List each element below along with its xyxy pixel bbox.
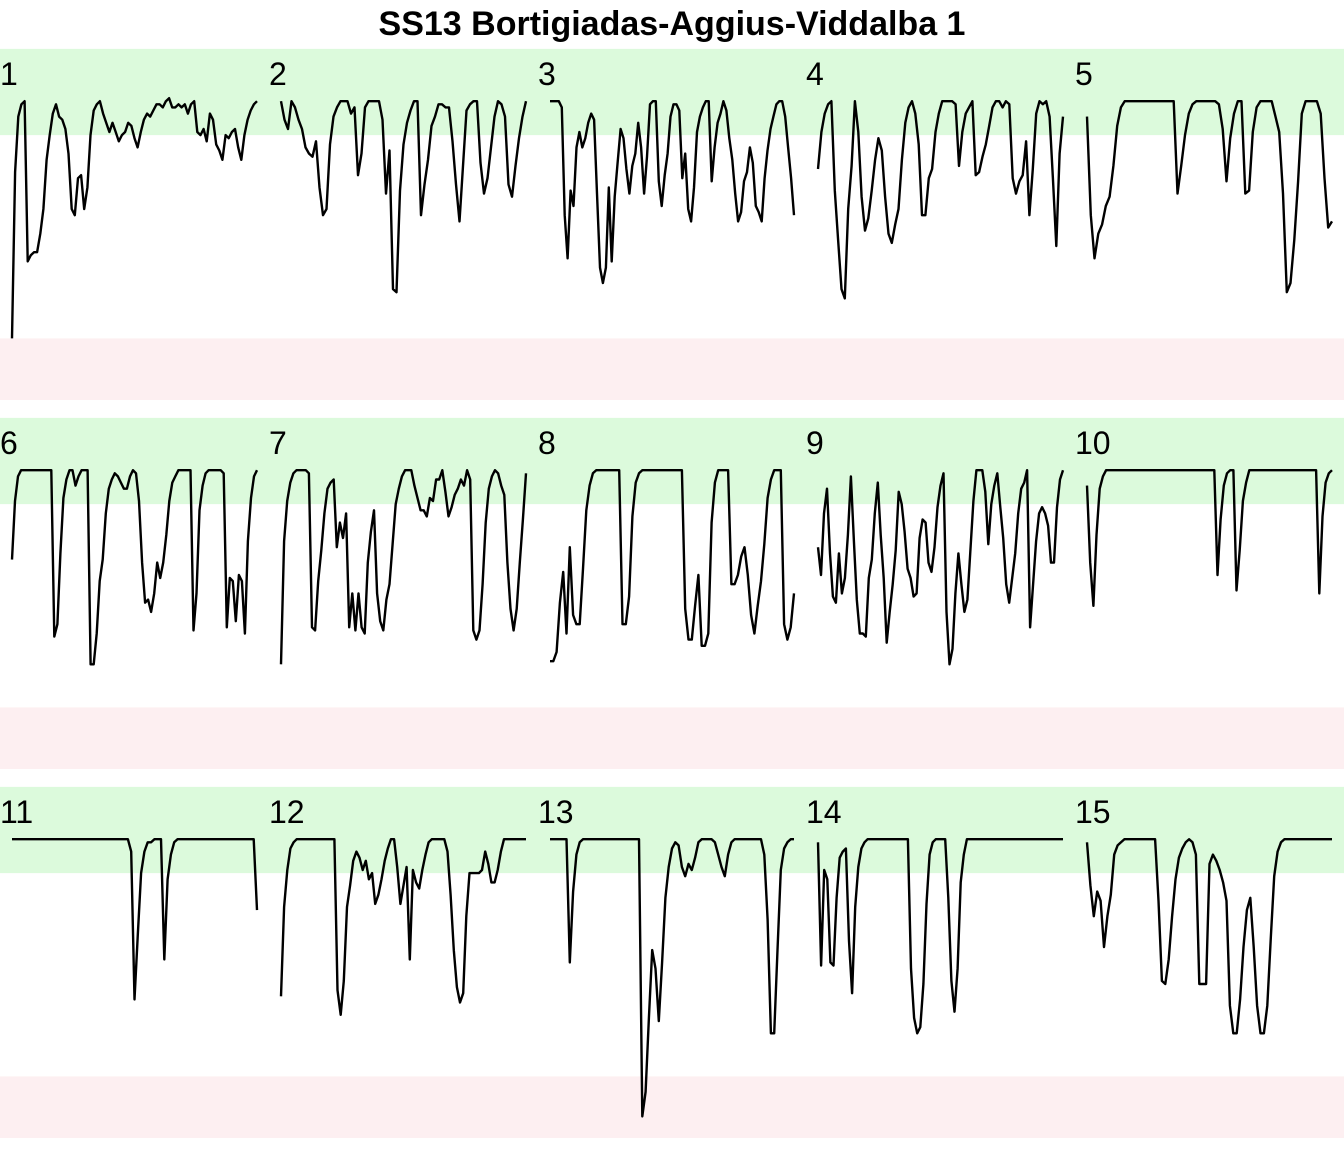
high-band: [806, 786, 1075, 874]
low-band: [1075, 1076, 1344, 1138]
panel-label: 12: [269, 794, 305, 830]
panel-label: 2: [269, 56, 287, 92]
panel-2: 2: [269, 48, 538, 421]
high-band: [538, 417, 806, 505]
series-line-6: [10, 469, 259, 666]
panel-12: 12: [269, 786, 538, 1159]
panel-14: 14: [806, 786, 1075, 1159]
panel-plot-2: [269, 48, 538, 400]
panel-7: 7: [269, 417, 538, 790]
panel-15: 15: [1075, 786, 1344, 1159]
panel-9: 9: [806, 417, 1075, 790]
panel-label: 13: [538, 794, 574, 830]
panel-3: 3: [538, 48, 806, 421]
panel-label: 5: [1075, 56, 1093, 92]
high-band: [1075, 417, 1344, 505]
low-band: [269, 707, 538, 769]
low-band: [1075, 707, 1344, 769]
panel-plot-11: [0, 786, 269, 1138]
high-band: [1075, 786, 1344, 874]
panel-6: 6: [0, 417, 269, 790]
panel-plot-3: [538, 48, 806, 400]
series-line-14: [816, 838, 1063, 1035]
high-band: [269, 786, 538, 874]
panel-label: 9: [806, 425, 824, 461]
panel-plot-7: [269, 417, 538, 769]
panel-1: 1: [0, 48, 269, 421]
panel-label: 3: [538, 56, 556, 92]
high-band: [538, 786, 806, 874]
series-line-12: [279, 838, 526, 1017]
series-line-7: [279, 469, 528, 665]
panel-label: 14: [806, 794, 842, 830]
panel-plot-5: [1075, 48, 1344, 400]
low-band: [806, 1076, 1075, 1138]
series-line-15: [1085, 838, 1332, 1035]
series-line-5: [1085, 100, 1334, 294]
high-band: [269, 417, 538, 505]
low-band: [269, 338, 538, 400]
low-band: [1075, 338, 1344, 400]
low-band: [538, 338, 806, 400]
panel-11: 11: [0, 786, 269, 1159]
panel-5: 5: [1075, 48, 1344, 421]
high-band: [1075, 48, 1344, 136]
high-band: [0, 786, 269, 874]
low-band: [0, 338, 269, 400]
high-band: [0, 48, 269, 136]
panel-plot-4: [806, 48, 1075, 400]
panel-8: 8: [538, 417, 806, 790]
series-line-10: [1085, 469, 1333, 608]
high-band: [269, 48, 538, 136]
panel-plot-1: [0, 48, 269, 400]
high-band: [538, 48, 806, 136]
panel-label: 6: [0, 425, 18, 461]
panel-label: 11: [0, 794, 34, 830]
low-band: [0, 1076, 269, 1138]
high-band: [0, 417, 269, 505]
series-line-13: [550, 838, 794, 1118]
panel-label: 15: [1075, 794, 1111, 830]
panel-10: 10: [1075, 417, 1344, 790]
panel-plot-15: [1075, 786, 1344, 1138]
series-line-8: [550, 469, 796, 663]
chart-title: SS13 Bortigiadas-Aggius-Viddalba 1: [378, 5, 966, 43]
panel-plot-13: [538, 786, 806, 1138]
series-line-4: [816, 100, 1065, 300]
low-band: [806, 707, 1075, 769]
low-band: [0, 707, 269, 769]
panel-label: 1: [0, 56, 18, 92]
panel-label: 10: [1075, 425, 1111, 461]
panel-plot-12: [269, 786, 538, 1138]
panel-13: 13: [538, 786, 806, 1159]
panel-plot-6: [0, 417, 269, 769]
low-band: [538, 707, 806, 769]
low-band: [806, 338, 1075, 400]
panel-plot-10: [1075, 417, 1344, 769]
panel-label: 7: [269, 425, 287, 461]
panel-4: 4: [806, 48, 1075, 421]
series-line-2: [279, 100, 528, 294]
panel-plot-8: [538, 417, 806, 769]
panel-label: 8: [538, 425, 556, 461]
panel-label: 4: [806, 56, 824, 92]
low-band: [538, 1076, 806, 1138]
series-line-11: [12, 838, 259, 1001]
panel-plot-9: [806, 417, 1075, 769]
high-band: [806, 48, 1075, 136]
series-line-1: [10, 97, 258, 339]
series-line-9: [816, 469, 1065, 666]
low-band: [269, 1076, 538, 1138]
series-line-3: [550, 100, 796, 285]
panel-plot-14: [806, 786, 1075, 1138]
